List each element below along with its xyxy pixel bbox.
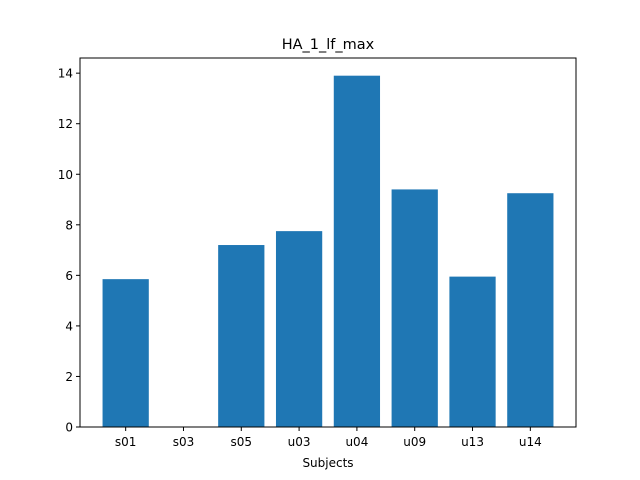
y-tick-label-10: 10 <box>58 168 73 182</box>
y-tick-label-12: 12 <box>58 117 73 131</box>
y-tick-label-2: 2 <box>65 370 73 384</box>
x-tick-label-s05: s05 <box>231 435 253 449</box>
x-tick-label-u04: u04 <box>345 435 368 449</box>
bar-u14 <box>507 193 554 427</box>
x-tick-label-s01: s01 <box>115 435 137 449</box>
chart-title: HA_1_lf_max <box>282 37 375 53</box>
bar-u13 <box>449 276 496 427</box>
y-axis: 0 2 4 6 8 10 12 14 <box>58 67 80 435</box>
bar-u04 <box>333 75 381 427</box>
x-axis-label: Subjects <box>302 456 353 470</box>
y-tick-label-0: 0 <box>65 421 73 435</box>
x-tick-label-s03: s03 <box>173 435 195 449</box>
bar-s05 <box>218 245 265 427</box>
bar-u03 <box>275 231 323 427</box>
y-tick-label-8: 8 <box>65 218 73 232</box>
bars-group <box>102 75 554 427</box>
x-tick-label-u13: u13 <box>461 435 484 449</box>
y-tick-label-6: 6 <box>65 269 73 283</box>
x-tick-label-u03: u03 <box>288 435 311 449</box>
plot-frame <box>79 57 577 428</box>
bar-s01 <box>102 279 149 427</box>
x-tick-label-u09: u09 <box>403 435 426 449</box>
y-tick-label-14: 14 <box>58 67 73 81</box>
x-tick-label-u14: u14 <box>519 435 542 449</box>
y-tick-label-4: 4 <box>65 319 73 333</box>
x-axis: s01 s03 s05 u03 u04 u09 u13 u14 <box>115 427 542 449</box>
bar-u09 <box>391 189 438 427</box>
